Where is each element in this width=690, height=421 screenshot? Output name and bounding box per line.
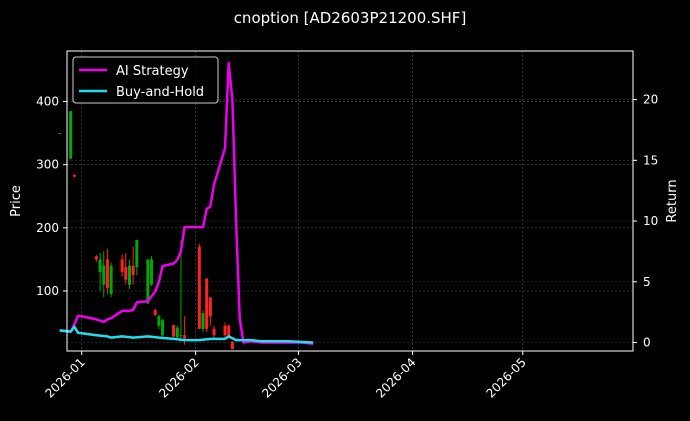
candle [69,111,73,160]
candle [135,239,139,276]
candles [58,111,234,350]
plot-frame [66,50,634,352]
candle-body [227,325,231,337]
candle [212,325,216,339]
candle [197,243,201,329]
candle [94,255,98,262]
candle [201,309,205,333]
ai-strategy-line [59,61,314,345]
candle-body [146,259,150,304]
legend-label-buy-and-hold: Buy-and-Hold [116,85,204,100]
candle-body [72,174,76,177]
y-axis-label: Price [9,185,24,217]
candle-body [131,265,135,276]
candle [102,251,106,298]
chart-title: cnoption [AD2603P21200.SHF] [234,9,467,27]
candle [105,248,109,295]
y2-tick-label: 0 [643,335,651,349]
series-lines [59,61,314,345]
y-tick-label: 100 [36,284,59,298]
candle [175,325,179,339]
candle-body [120,259,124,273]
candle [109,262,113,298]
candle [150,256,154,286]
y-axis-left: 100 200 300 400 [36,95,67,298]
candle-body [223,325,227,336]
candle-body [94,256,98,260]
y-axis-right: 0 5 10 15 20 [633,93,658,349]
candle [161,318,165,337]
candle [146,259,150,304]
candle [205,278,209,333]
candle-body [172,325,176,337]
candle-body [98,259,102,273]
candle [131,246,135,285]
candle-body [109,265,113,295]
candle-body [69,111,73,159]
y2-tick-label: 5 [643,275,651,289]
y-tick-label: 400 [36,95,59,109]
candle [72,174,76,178]
candle-body [205,278,209,329]
y2-tick-label: 20 [643,93,658,107]
legend: AI Strategy Buy-and-Hold [72,56,219,104]
candle-body [175,327,179,338]
candle [98,253,102,291]
candle-body [157,316,161,326]
legend-box [72,56,219,104]
candle [120,254,124,277]
y-tick-label: 200 [36,221,59,235]
candle [172,325,176,338]
y-tick-label: 300 [36,158,59,172]
candle-body [161,320,165,336]
legend-label-ai-strategy: AI Strategy [116,64,189,79]
candle-body [105,259,109,288]
candle-body [58,133,62,135]
candle [179,240,183,342]
candle-body [135,239,139,267]
candle-body [230,341,234,350]
candle [153,308,157,317]
y2-tick-label: 10 [643,214,658,228]
candle [124,253,128,285]
candle [230,341,234,350]
candle-body [208,297,212,317]
candle [127,259,131,290]
candle-body [197,246,201,329]
candle-body [124,267,128,280]
y2-axis-label: Return [665,179,680,222]
candle-body [153,309,157,315]
candle [208,297,212,326]
candle-body [183,335,187,339]
candle-body [212,328,216,336]
candle-body [150,259,154,285]
candle [58,133,62,135]
candle-body [201,313,205,329]
buy-and-hold-line [59,325,314,344]
candle [223,322,227,339]
y2-tick-label: 15 [643,153,658,167]
candle-body [102,265,106,285]
candle [157,314,161,329]
candle-body [179,335,183,337]
candle-body [127,265,131,285]
